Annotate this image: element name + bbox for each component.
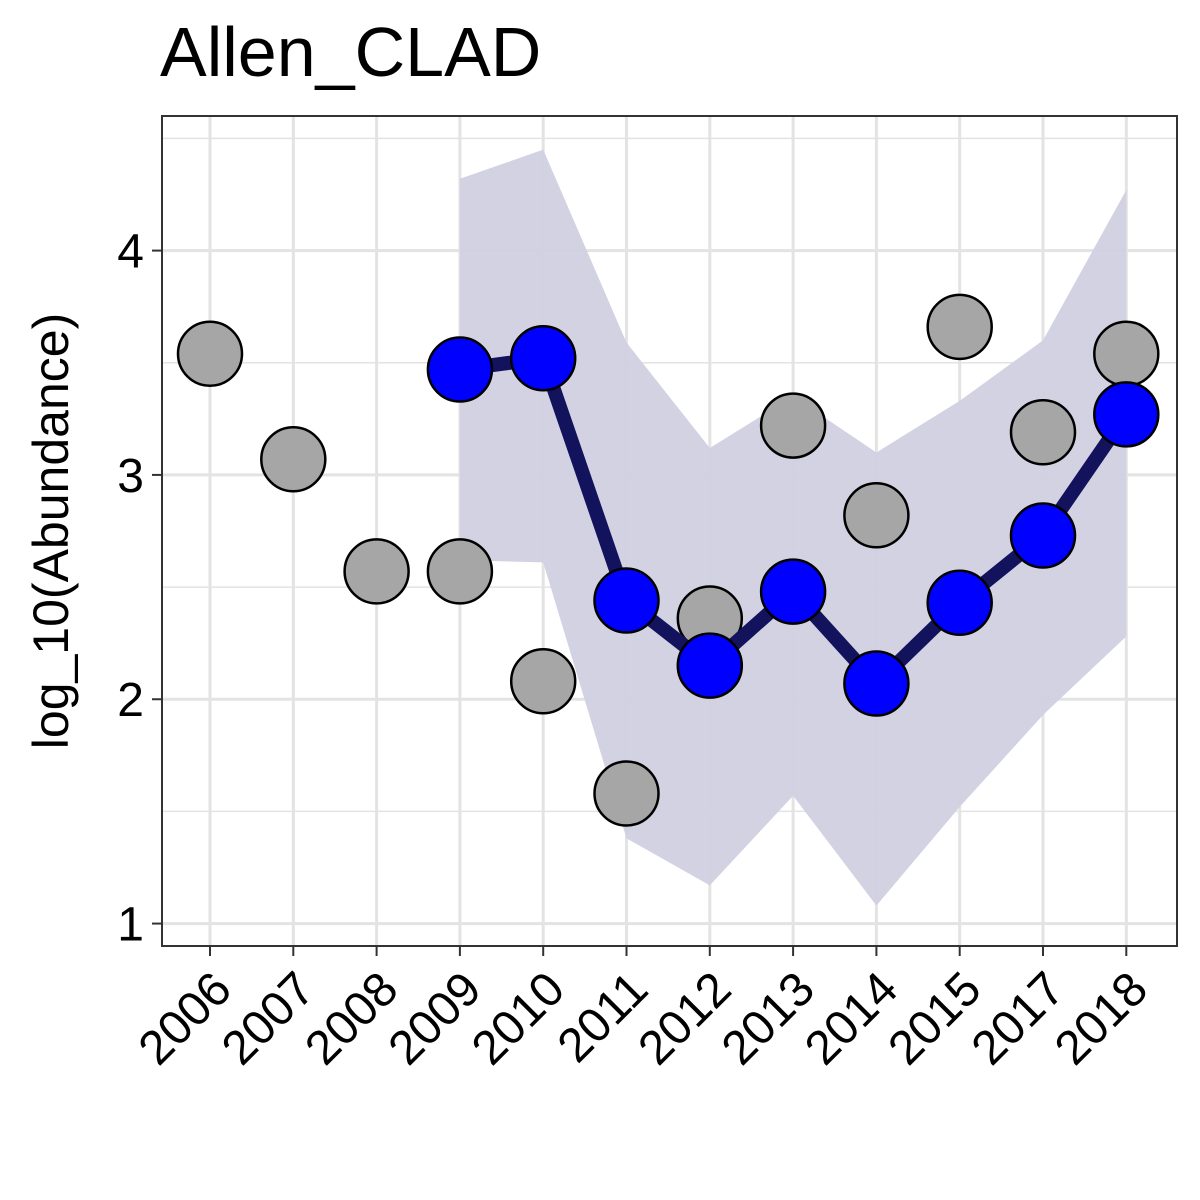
x-tick-label: 2013 bbox=[712, 962, 825, 1075]
x-tick-label: 2012 bbox=[629, 962, 742, 1075]
x-tick-label: 2017 bbox=[962, 962, 1075, 1075]
observed-point bbox=[1009, 399, 1077, 466]
observed-point bbox=[509, 648, 577, 715]
observed-point bbox=[343, 538, 410, 605]
y-tick-label: 4 bbox=[117, 226, 144, 279]
x-tick-label: 2010 bbox=[462, 962, 575, 1075]
fitted-point bbox=[509, 325, 577, 392]
fitted-point bbox=[593, 567, 660, 634]
observed-point bbox=[1093, 320, 1160, 388]
fitted-point bbox=[1093, 381, 1160, 448]
observed-point bbox=[176, 320, 244, 388]
observed-point bbox=[759, 392, 827, 459]
x-tick-label: 2007 bbox=[212, 962, 325, 1075]
observed-point bbox=[926, 293, 993, 361]
x-tick-label: 2015 bbox=[878, 962, 991, 1075]
fitted-point bbox=[676, 632, 744, 699]
x-tick-label: 2008 bbox=[295, 962, 408, 1075]
observed-point bbox=[426, 538, 494, 605]
fitted-point bbox=[1009, 502, 1077, 569]
x-tick-label: 2014 bbox=[795, 962, 908, 1075]
confidence-ribbon bbox=[459, 149, 1127, 906]
x-tick-label: 2009 bbox=[379, 962, 492, 1075]
y-tick-label: 1 bbox=[117, 899, 144, 952]
observed-point bbox=[593, 760, 660, 827]
fitted-point bbox=[426, 336, 494, 403]
y-axis-label: log_10(Abundance) bbox=[23, 313, 79, 749]
x-tick-label: 2006 bbox=[129, 962, 242, 1075]
observed-point bbox=[843, 482, 910, 549]
panel-border bbox=[161, 115, 1178, 947]
observed-point bbox=[260, 425, 327, 493]
chart-title: Allen_CLAD bbox=[160, 13, 541, 91]
x-tick-label: 2018 bbox=[1045, 962, 1158, 1075]
fitted-point bbox=[926, 569, 993, 637]
y-tick-label: 3 bbox=[117, 450, 144, 503]
x-tick-label: 2011 bbox=[548, 962, 658, 1072]
plot-area: 1 2 3 4 200620072008200920102011201220132014… bbox=[117, 115, 1178, 1075]
fitted-point bbox=[843, 650, 910, 717]
y-tick-label: 2 bbox=[117, 674, 144, 727]
fitted-point bbox=[759, 558, 827, 625]
